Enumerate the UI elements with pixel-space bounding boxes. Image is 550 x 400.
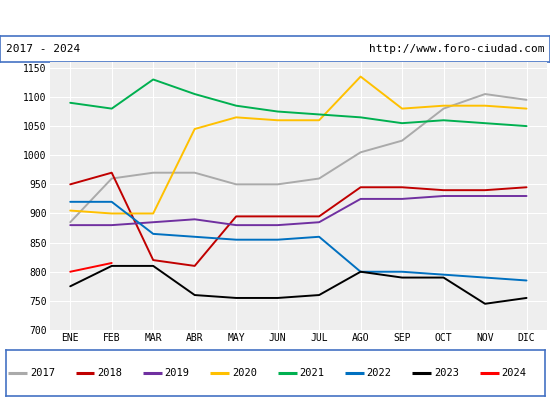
Text: 2017: 2017 <box>30 368 55 378</box>
Text: 2021: 2021 <box>299 368 324 378</box>
Text: 2017 - 2024: 2017 - 2024 <box>6 44 80 54</box>
Text: 2022: 2022 <box>367 368 392 378</box>
Text: 2020: 2020 <box>232 368 257 378</box>
Text: http://www.foro-ciudad.com: http://www.foro-ciudad.com <box>369 44 544 54</box>
Text: 2018: 2018 <box>97 368 122 378</box>
Text: 2019: 2019 <box>164 368 190 378</box>
Text: Evolucion del paro registrado en Villaviciosa de Odón: Evolucion del paro registrado en Villavi… <box>80 10 470 26</box>
Text: 2024: 2024 <box>502 368 526 378</box>
Text: 2023: 2023 <box>434 368 459 378</box>
